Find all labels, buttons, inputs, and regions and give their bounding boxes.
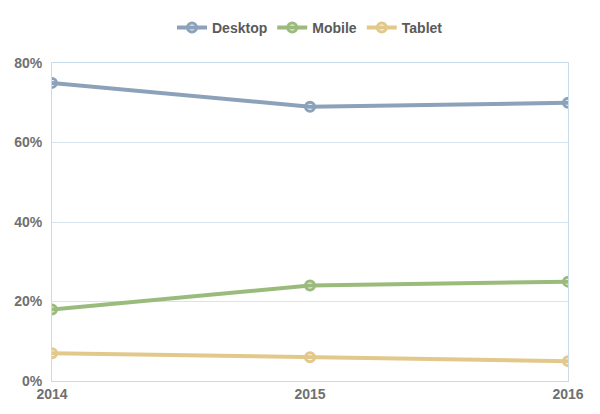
svg-text:2015: 2015 xyxy=(294,386,325,402)
svg-text:Mobile: Mobile xyxy=(312,20,357,36)
svg-text:Tablet: Tablet xyxy=(402,20,443,36)
svg-text:2014: 2014 xyxy=(36,386,67,402)
svg-text:Desktop: Desktop xyxy=(212,20,267,36)
svg-text:0%: 0% xyxy=(22,373,43,389)
svg-text:60%: 60% xyxy=(14,134,43,150)
svg-text:2016: 2016 xyxy=(552,386,583,402)
svg-text:20%: 20% xyxy=(14,293,43,309)
svg-text:40%: 40% xyxy=(14,214,43,230)
svg-text:80%: 80% xyxy=(14,55,43,71)
